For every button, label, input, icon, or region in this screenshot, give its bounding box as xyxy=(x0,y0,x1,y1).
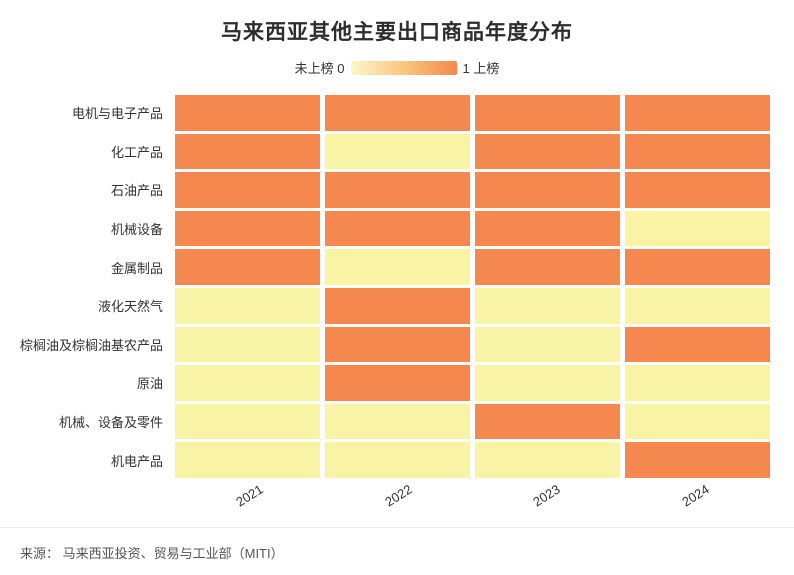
legend-gradient-bar xyxy=(350,60,457,75)
y-axis-label: 石油产品 xyxy=(110,183,163,199)
x-axis-label: 2021 xyxy=(233,481,266,510)
heatmap-cell[interactable] xyxy=(625,210,770,247)
heatmap-cell[interactable] xyxy=(625,287,770,324)
y-axis-label: 电机与电子产品 xyxy=(71,106,163,122)
heatmap-cell[interactable] xyxy=(175,326,320,363)
y-axis-labels: 电机与电子产品化工产品石油产品机械设备金属制品液化天然气棕榈油及棕榈油基农产品原… xyxy=(0,95,175,478)
heatmap-cell[interactable] xyxy=(625,95,770,131)
heatmap-cell[interactable] xyxy=(625,442,770,478)
heatmap-cell[interactable] xyxy=(475,326,620,363)
legend: 未上榜 0 1 上榜 xyxy=(0,58,794,77)
heatmap-cell[interactable] xyxy=(325,210,470,247)
heatmap-cell[interactable] xyxy=(325,365,470,401)
heatmap-cell[interactable] xyxy=(625,172,770,208)
heatmap-cell[interactable] xyxy=(175,365,320,401)
heatmap-cell[interactable] xyxy=(475,133,620,170)
heatmap-cell[interactable] xyxy=(475,249,620,285)
y-axis-label: 机电产品 xyxy=(110,453,163,469)
heatmap-cell[interactable] xyxy=(625,403,770,440)
axis-corner-spacer xyxy=(0,478,175,526)
y-axis-label: 原油 xyxy=(136,376,163,392)
heatmap-cell[interactable] xyxy=(175,95,320,131)
y-axis-label: 机械设备 xyxy=(110,222,163,238)
heatmap-cell[interactable] xyxy=(475,210,620,247)
chart-body: 电机与电子产品化工产品石油产品机械设备金属制品液化天然气棕榈油及棕榈油基农产品原… xyxy=(0,95,794,478)
heatmap-cell[interactable] xyxy=(175,133,320,170)
heatmap-cell[interactable] xyxy=(325,442,470,478)
y-axis-label: 液化天然气 xyxy=(97,299,163,315)
source-text: 来源： 马来西亚投资、贸易与工业部（MITI） xyxy=(20,546,284,561)
heatmap-cell[interactable] xyxy=(175,210,320,247)
x-axis-label: 2024 xyxy=(679,481,712,510)
heatmap-cell[interactable] xyxy=(175,249,320,285)
x-axis-tick: 2021 xyxy=(175,478,324,526)
legend-min-label: 未上榜 0 xyxy=(294,61,345,76)
heatmap-cell[interactable] xyxy=(475,172,620,208)
heatmap-cell[interactable] xyxy=(175,442,320,478)
heatmap-cell[interactable] xyxy=(325,287,470,324)
heatmap-cell[interactable] xyxy=(475,95,620,131)
chart-title: 马来西亚其他主要出口商品年度分布 xyxy=(221,21,573,44)
x-axis-label: 2022 xyxy=(381,481,415,510)
legend-max-label: 1 上榜 xyxy=(462,61,500,76)
heatmap-cell[interactable] xyxy=(175,172,320,208)
x-axis-tick: 2024 xyxy=(621,478,770,526)
heatmap-cell[interactable] xyxy=(175,287,320,324)
heatmap-cell[interactable] xyxy=(325,326,470,363)
heatmap-cell[interactable] xyxy=(325,95,470,131)
x-axis-labels: 2021 2022 2023 2024 xyxy=(175,478,770,526)
x-axis-tick: 2022 xyxy=(324,478,473,526)
y-axis-label: 化工产品 xyxy=(110,144,163,160)
y-axis-label: 机械、设备及零件 xyxy=(58,415,163,431)
x-axis-tick: 2023 xyxy=(473,478,622,526)
heatmap-cell[interactable] xyxy=(625,249,770,285)
x-axis: 2021 2022 2023 2024 xyxy=(0,478,794,526)
source-footer: 来源： 马来西亚投资、贸易与工业部（MITI） xyxy=(0,527,794,575)
heatmap-cell[interactable] xyxy=(475,403,620,440)
heatmap-grid xyxy=(175,95,770,478)
heatmap-cell[interactable] xyxy=(175,403,320,440)
heatmap-cell[interactable] xyxy=(625,365,770,401)
heatmap-cell[interactable] xyxy=(625,326,770,363)
y-axis-label: 棕榈油及棕榈油基农产品 xyxy=(19,337,163,353)
heatmap-cell[interactable] xyxy=(475,365,620,401)
heatmap-cell[interactable] xyxy=(325,403,470,440)
heatmap-cell[interactable] xyxy=(325,133,470,170)
heatmap-cell[interactable] xyxy=(325,172,470,208)
x-axis-label: 2023 xyxy=(530,481,564,510)
heatmap-cell[interactable] xyxy=(625,133,770,170)
heatmap-cell[interactable] xyxy=(325,249,470,285)
heatmap-cell[interactable] xyxy=(475,287,620,324)
y-axis-label: 金属制品 xyxy=(110,260,163,276)
heatmap-cell[interactable] xyxy=(475,442,620,478)
